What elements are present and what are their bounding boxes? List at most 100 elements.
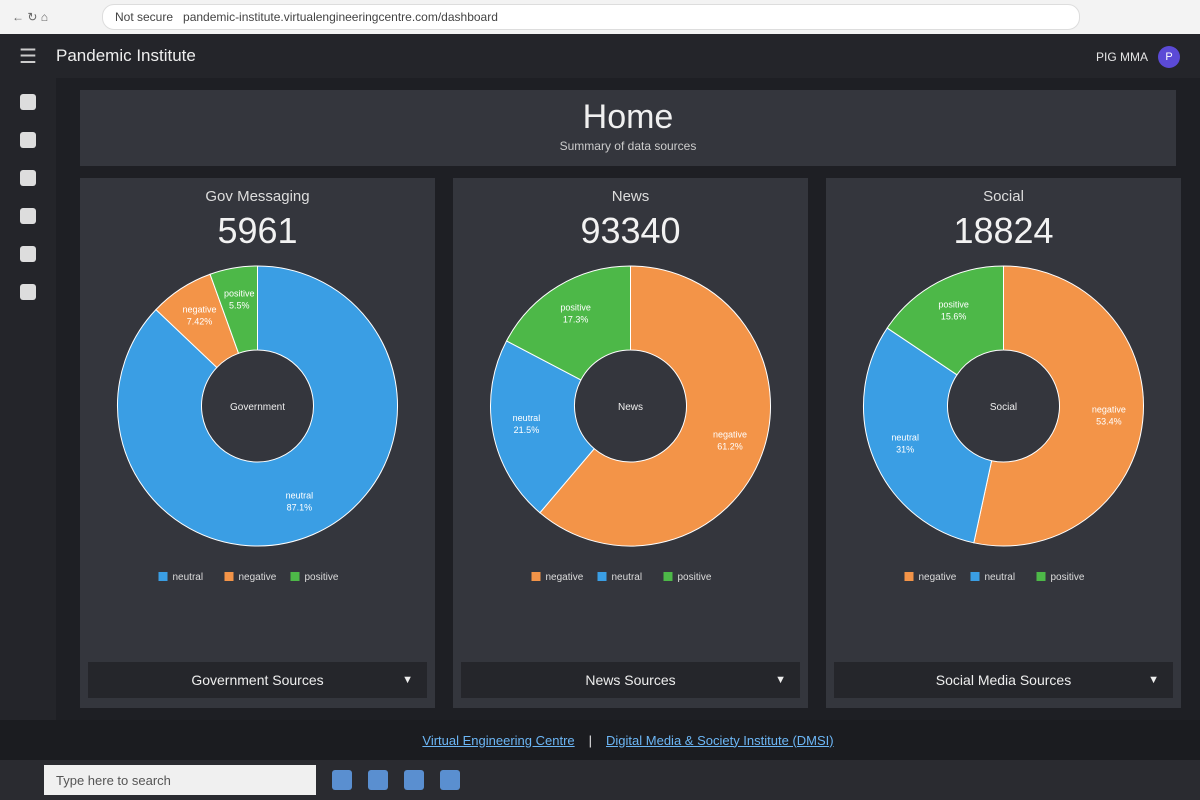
legend-swatch	[597, 572, 607, 581]
user-name: PIG MMA	[1095, 50, 1148, 64]
dropdown-caret: ▼	[775, 674, 786, 686]
slice-label: 21.5%	[514, 425, 540, 435]
avatar[interactable]: P	[1158, 46, 1180, 68]
dropdown-caret: ▼	[402, 674, 413, 686]
taskbar-icon[interactable]	[440, 770, 460, 790]
slice-label: 7.42%	[187, 316, 213, 326]
center-label: News	[618, 402, 643, 413]
slice-category: positive	[560, 302, 591, 312]
sources-button[interactable]: News Sources ▼	[461, 662, 800, 698]
taskbar: Type here to search	[0, 760, 1200, 800]
slice-label: 61.2%	[717, 442, 743, 452]
nav-icon[interactable]	[20, 132, 36, 148]
panel: Social 18824 negative 53.4% neutral 31% positi…	[826, 178, 1181, 708]
slice-label: 87.1%	[287, 502, 313, 512]
slice-category: negative	[1092, 404, 1126, 414]
slice-label: 5.5%	[229, 301, 250, 311]
donut-slice[interactable]	[209, 265, 258, 354]
slice-category: neutral	[891, 433, 919, 443]
header-subtitle: Summary of data sources	[559, 139, 697, 153]
legend-swatch	[290, 572, 300, 581]
slice-label: 53.4%	[1096, 416, 1122, 426]
donut-slice[interactable]	[886, 265, 1004, 376]
panel: Gov Messaging 5961 neutral 87.1% negative 7.4…	[80, 178, 435, 708]
donut-slice[interactable]	[490, 340, 595, 514]
dropdown-caret: ▼	[1148, 674, 1159, 686]
legend-swatch	[224, 572, 234, 581]
legend-label: positive	[1051, 572, 1085, 583]
panel-title: Gov Messaging	[205, 188, 310, 205]
nav-icon[interactable]	[20, 170, 36, 186]
legend-swatch	[970, 572, 980, 581]
legend-label: neutral	[173, 572, 204, 583]
sources-button[interactable]: Social Media Sources ▼	[834, 662, 1173, 698]
slice-label: 31%	[896, 445, 914, 455]
taskbar-icon[interactable]	[368, 770, 388, 790]
slice-label: 17.3%	[563, 314, 589, 324]
taskbar-icon[interactable]	[404, 770, 424, 790]
browser-nav[interactable]: ← ↻ ⌂	[12, 10, 48, 24]
legend-swatch	[904, 572, 914, 581]
donut-hole	[948, 351, 1059, 461]
donut-chart: negative 53.4% neutral 31% positive 15.6% Soci…	[863, 265, 1144, 583]
donut-chart: negative 61.2% neutral 21.5% positive 17.3% Ne…	[490, 265, 771, 583]
legend-label: neutral	[612, 572, 643, 583]
nav-icon[interactable]	[20, 208, 36, 224]
footer-link[interactable]: Virtual Engineering Centre	[422, 732, 575, 748]
separator: |	[588, 732, 593, 748]
button-label: News Sources	[585, 672, 676, 688]
legend-label: positive	[678, 572, 712, 583]
panel-count: 5961	[217, 210, 298, 251]
taskbar-icon[interactable]	[332, 770, 352, 790]
security: Not secure	[115, 10, 174, 24]
legend-swatch	[531, 572, 541, 581]
button-label: Social Media Sources	[935, 672, 1072, 688]
app-bar: ☰ Pandemic Institute PIG MMA P	[0, 34, 1200, 78]
legend-label: positive	[305, 572, 339, 583]
donut-hole	[575, 351, 686, 461]
legend-label: neutral	[985, 572, 1016, 583]
slice-category: neutral	[513, 413, 541, 423]
footer: Virtual Engineering Centre | Digital Med…	[56, 720, 1200, 760]
taskbar-search[interactable]: Type here to search	[44, 765, 316, 795]
panel: News 93340 negative 61.2% neutral 21.5% positi…	[453, 178, 808, 708]
legend-swatch	[1036, 572, 1046, 581]
panel-title: News	[611, 188, 650, 205]
nav-icon[interactable]	[20, 246, 36, 262]
donut-slice[interactable]	[505, 265, 631, 381]
slice-category: negative	[183, 304, 217, 314]
sources-button[interactable]: Government Sources ▼	[88, 662, 427, 698]
slice-category: positive	[938, 299, 969, 309]
address-bar[interactable]: Not secure pandemic-institute.virtualeng…	[102, 4, 1080, 30]
app-title: Pandemic Institute	[56, 46, 196, 65]
slice-label: 15.6%	[941, 311, 967, 321]
button-label: Government Sources	[191, 672, 324, 688]
panel-count: 18824	[953, 210, 1054, 251]
browser-bar: ← ↻ ⌂ Not secure pandemic-institute.virt…	[0, 0, 1200, 34]
legend-label: negative	[546, 572, 584, 583]
legend-label: negative	[239, 572, 277, 583]
donut-slice[interactable]	[863, 327, 993, 544]
donut-slice[interactable]	[539, 265, 771, 547]
legend-swatch	[158, 572, 168, 581]
nav-icon[interactable]	[20, 284, 36, 300]
url: pandemic-institute.virtualengineeringcen…	[183, 10, 498, 24]
nav-icon[interactable]	[20, 94, 36, 110]
legend-swatch	[663, 572, 673, 581]
slice-category: positive	[224, 289, 255, 299]
sidebar	[0, 78, 56, 720]
center-label: Government	[230, 402, 285, 413]
donut-slice[interactable]	[117, 265, 398, 547]
slice-category: neutral	[286, 490, 314, 500]
header: Home Summary of data sources	[80, 90, 1176, 166]
panel-count: 93340	[580, 210, 681, 251]
footer-link[interactable]: Digital Media & Society Institute (DMSI)	[606, 732, 834, 748]
menu-button[interactable]: ☰	[19, 45, 37, 68]
slice-category: negative	[713, 430, 747, 440]
panel-title: Social	[983, 188, 1024, 205]
legend-label: negative	[919, 572, 957, 583]
content: Home Summary of data sources Gov Messagi…	[56, 78, 1200, 720]
donut-slice[interactable]	[973, 265, 1144, 547]
